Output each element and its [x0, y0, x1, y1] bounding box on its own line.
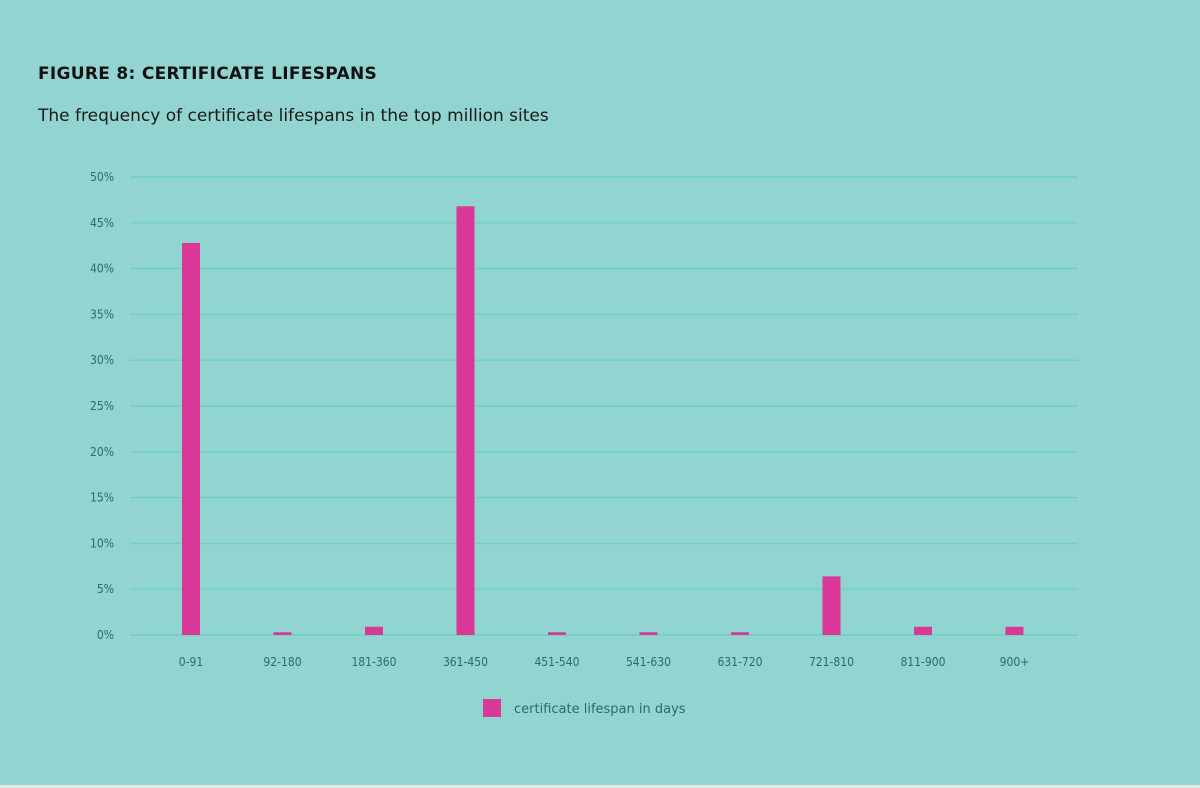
y-tick-label: 30%	[90, 353, 114, 367]
y-tick-label: 25%	[90, 399, 114, 413]
y-tick-label: 50%	[90, 170, 114, 184]
x-tick-label: 721-810	[809, 655, 854, 669]
legend-swatch	[483, 699, 501, 717]
bar-0-91	[182, 242, 200, 635]
y-tick-label: 5%	[97, 582, 114, 596]
bar-721-810	[822, 576, 841, 635]
x-tick-label: 811-900	[900, 655, 945, 669]
bar-181-360	[365, 626, 383, 635]
figure-title: FIGURE 8: CERTIFICATE LIFESPANS	[38, 64, 378, 84]
bar-900-	[1005, 626, 1024, 635]
y-tick-label: 0%	[97, 628, 114, 642]
y-tick-label: 20%	[90, 445, 114, 459]
y-tick-label: 35%	[90, 307, 114, 321]
y-axis-tick-labels: 0% 5% 10% 15% 20% 25% 30% 35% 40% 45% 50%	[90, 170, 114, 642]
bar-811-900	[914, 626, 932, 635]
y-tick-label: 15%	[90, 491, 114, 505]
figure-subtitle: The frequency of certificate lifespans i…	[38, 106, 549, 126]
legend-label: certificate lifespan in days	[514, 702, 686, 717]
x-tick-label: 0-91	[179, 655, 204, 669]
x-axis-tick-labels: 0-91 92-180 181-360 361-450 451-540 541-630 63…	[179, 655, 1030, 669]
legend: certificate lifespan in days	[483, 699, 686, 717]
y-tick-label: 45%	[90, 216, 114, 230]
x-tick-label: 361-450	[443, 655, 488, 669]
x-tick-label: 92-180	[263, 655, 301, 669]
bottom-divider	[0, 785, 1200, 788]
x-tick-label: 451-540	[534, 655, 579, 669]
bar-541-630	[639, 632, 658, 635]
x-tick-label: 900+	[1000, 655, 1030, 669]
bar-361-450	[456, 206, 475, 635]
y-tick-label: 40%	[90, 262, 114, 276]
y-tick-label: 10%	[90, 536, 114, 550]
bar-631-720	[731, 632, 749, 635]
bar-451-540	[548, 632, 566, 635]
x-tick-label: 631-720	[717, 655, 762, 669]
grid-lines	[130, 176, 1078, 636]
bar-92-180	[273, 632, 292, 635]
x-tick-label: 181-360	[351, 655, 396, 669]
bars	[182, 206, 1024, 635]
x-tick-label: 541-630	[626, 655, 671, 669]
